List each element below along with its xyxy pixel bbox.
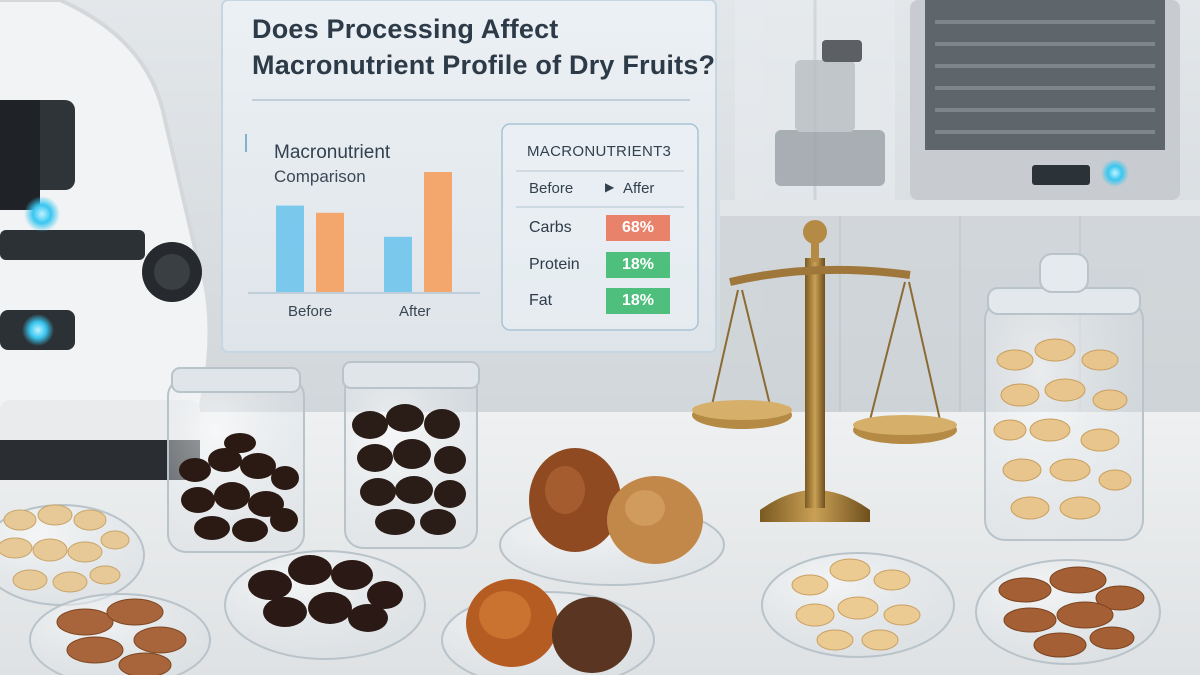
chart-title-line-2: Comparison [274,167,366,186]
dish-raisins [224,550,426,660]
table-row-fat-value: 18% [606,288,670,314]
table-row-carbs-value: 68% [606,215,670,241]
macronutrient-bar-chart [245,134,480,294]
dish-almonds [29,593,211,675]
dish-dried-apricots-bottom [441,579,655,675]
bar-before-1 [276,205,304,292]
dish-cashews [761,552,955,658]
table-row-protein-value: 18% [606,252,670,278]
brass-balance-scale [692,220,957,522]
glass-jar-dates [342,361,480,549]
table-before-label: Before [529,180,574,197]
glass-jar-raisins [167,367,305,553]
chart-category-after: After [399,303,431,320]
table-row-fat-label: Fat [529,292,553,309]
table-row-carbs-label: Carbs [529,219,572,236]
chart-title-line-1: Macronutrient [274,142,391,163]
bar-before-2 [316,212,344,292]
dish-peanuts [0,504,145,606]
table-after-label: Affer [623,180,655,197]
table-row-protein-label: Protein [529,256,580,273]
dish-almonds-right [975,559,1161,665]
dish-dried-apricots [499,448,725,586]
microscope [0,0,208,480]
chart-category-before: Before [288,303,333,320]
lab-device [910,0,1180,200]
table-heading: MACRONUTRIENT3 [527,143,672,160]
bar-after-1 [384,236,412,292]
blender [775,40,885,186]
headline-line-1: Does Processing Affect [252,14,559,44]
glass-jar-cashews [984,253,1144,541]
bar-after-2 [424,172,452,292]
infographic-panel [221,0,717,353]
headline-line-2: Macronutrient Profile of Dry Fruits? [252,50,716,80]
play-arrow-icon: ▶ [605,180,615,194]
